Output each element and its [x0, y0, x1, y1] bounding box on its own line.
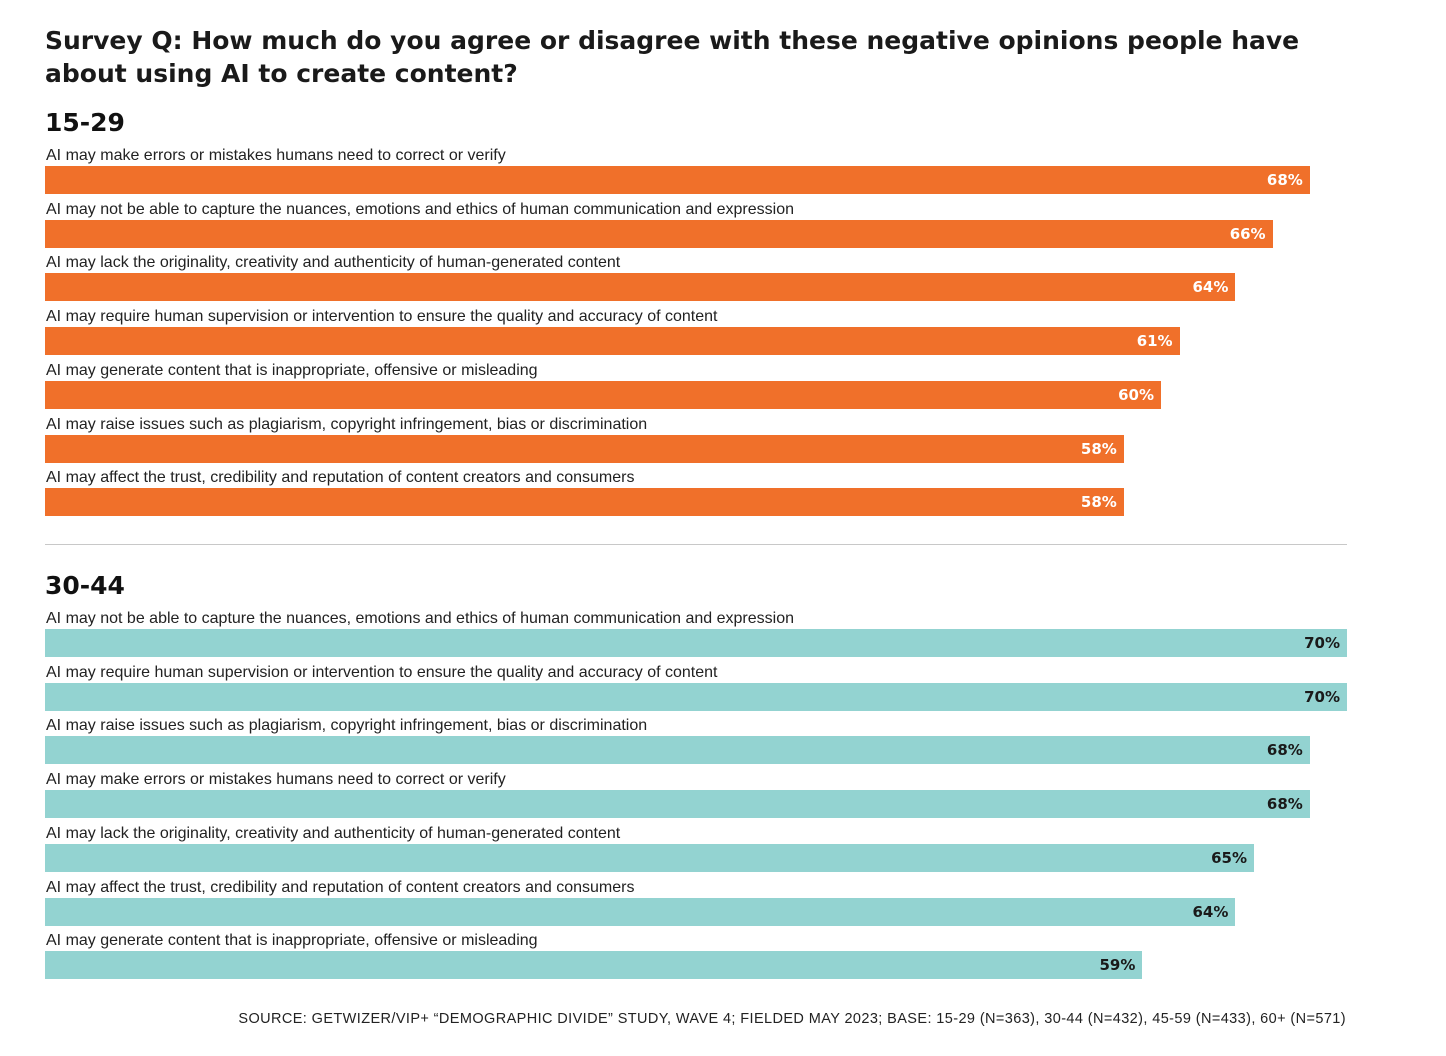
category-label: AI may require human supervision or inte…: [46, 308, 718, 326]
bar-value-label: 70%: [1304, 687, 1340, 706]
category-label: AI may generate content that is inapprop…: [46, 932, 538, 950]
bar-value-label: 70%: [1304, 634, 1340, 652]
bar: 66%: [45, 219, 1273, 248]
bar: 70%: [45, 629, 1347, 657]
bar-value-label: 58%: [1080, 439, 1117, 458]
category-label: AI may raise issues such as plagiarism, …: [46, 717, 648, 735]
bar-value-label: 59%: [1099, 956, 1136, 975]
bar: 61%: [45, 327, 1180, 356]
category-label: AI may make errors or mistakes humans ne…: [46, 771, 506, 789]
category-label: AI may not be able to capture the nuance…: [46, 610, 794, 627]
bar: 68%: [45, 736, 1310, 765]
category-label: AI may require human supervision or inte…: [46, 663, 718, 681]
bar-value-label: 68%: [1266, 171, 1303, 189]
bar: 70%: [45, 682, 1347, 711]
category-label: AI may affect the trust, credibility and…: [46, 878, 635, 896]
chart-title: Survey Q: How much do you agree or disag…: [45, 26, 1300, 88]
panel-title: 15-29: [45, 108, 125, 137]
bar-value-label: 60%: [1118, 385, 1154, 404]
bar-value-label: 65%: [1211, 848, 1247, 867]
bar-value-label: 66%: [1229, 224, 1266, 243]
bar-value-label: 68%: [1266, 795, 1303, 814]
bar-value-label: 61%: [1136, 332, 1173, 351]
bar: 60%: [45, 380, 1161, 409]
bar: 59%: [45, 951, 1143, 980]
bar: 58%: [45, 434, 1124, 463]
bar: 64%: [45, 273, 1236, 302]
category-label: AI may lack the originality, creativity …: [46, 824, 621, 842]
bar-value-label: 64%: [1192, 902, 1229, 921]
source-note: SOURCE: GETWIZER/VIP+ “DEMOGRAPHIC DIVID…: [238, 1011, 1346, 1027]
bar-value-label: 58%: [1080, 493, 1117, 512]
category-label: AI may make errors or mistakes humans ne…: [46, 147, 506, 164]
category-label: AI may generate content that is inapprop…: [46, 361, 538, 379]
bar: 68%: [45, 790, 1310, 819]
bar: 58%: [45, 488, 1124, 517]
bar: 68%: [45, 166, 1310, 194]
category-label: AI may not be able to capture the nuance…: [46, 200, 794, 218]
category-label: AI may raise issues such as plagiarism, …: [46, 415, 648, 433]
panel-divider: [45, 544, 1347, 545]
bar-value-label: 64%: [1192, 278, 1229, 297]
bar: 65%: [45, 843, 1254, 872]
panel-title: 30-44: [45, 571, 125, 600]
category-label: AI may lack the originality, creativity …: [46, 254, 621, 272]
category-label: AI may affect the trust, credibility and…: [46, 469, 635, 487]
bar-value-label: 68%: [1266, 741, 1303, 760]
bar: 64%: [45, 897, 1236, 926]
